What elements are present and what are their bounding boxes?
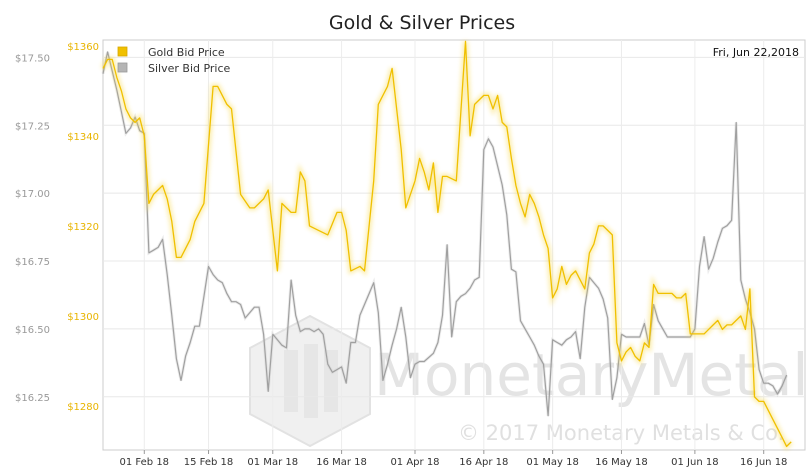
silver-tick-label: $16.75 [15,257,50,268]
date-stamp: Fri, Jun 22,2018 [713,46,799,59]
gold-tick-label: $1360 [67,42,99,53]
legend-item-gold[interactable]: Gold Bid Price [117,46,225,59]
gold-tick-label: $1300 [67,312,99,323]
x-tick-label: 01 Mar 18 [247,457,298,468]
watermark: MonetaryMetals © 2017 Monetary Metals & … [249,314,810,448]
x-tick-label: 01 May 18 [526,457,578,468]
x-tick-label: 01 Feb 18 [120,457,170,468]
silver-tick-label: $17.50 [15,53,50,64]
gold-tick-label: $1320 [67,222,99,233]
gold-axis: $1280 $1300 $1320 $1340 $1360 [67,42,99,413]
plot-area [102,39,806,451]
silver-swatch-icon [117,62,128,73]
legend: Gold Bid Price Silver Bid Price [117,46,231,75]
chart-title: Gold & Silver Prices [329,12,515,34]
gold-series-line [102,40,792,448]
x-tick-label: 01 Apr 18 [390,457,439,468]
gold-tick-label: $1280 [67,402,99,413]
series-layer [100,40,793,451]
x-tick-label: 01 Jun 18 [671,457,718,468]
x-tick-label: 16 May 18 [595,457,647,468]
silver-tick-label: $16.50 [15,325,50,336]
grid-lines [103,40,805,450]
watermark-brand: MonetaryMetals [374,341,810,409]
gold-swatch-icon [117,46,128,57]
silver-tick-label: $17.25 [15,121,50,132]
silver-axis: $16.25 $16.50 $16.75 $17.00 $17.25 $17.50 [15,53,50,403]
x-tick-label: 16 Mar 18 [316,457,367,468]
x-tick-label: 16 Apr 18 [459,457,508,468]
legend-label-gold: Gold Bid Price [148,46,225,59]
silver-series-line [102,51,788,417]
x-tick-label: 15 Feb 18 [184,457,234,468]
legend-label-silver: Silver Bid Price [148,62,231,75]
silver-tick-label: $16.25 [15,393,50,404]
x-tick-label: 16 Jun 18 [740,457,787,468]
gold-tick-label: $1340 [67,132,99,143]
legend-item-silver[interactable]: Silver Bid Price [117,62,231,75]
silver-tick-label: $17.00 [15,189,50,200]
date-axis: 01 Feb 18 15 Feb 18 01 Mar 18 16 Mar 18 01 A… [120,450,787,468]
